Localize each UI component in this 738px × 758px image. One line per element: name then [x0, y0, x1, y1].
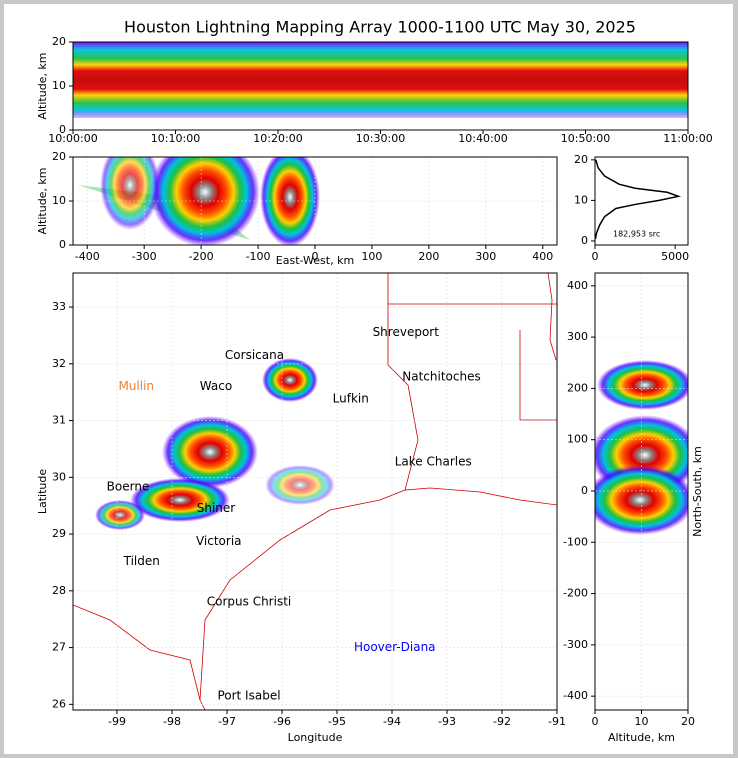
y-tick-label: 20 [52, 150, 66, 163]
x-tick-label: -94 [383, 715, 401, 728]
x-axis-label: East-West, km [276, 254, 354, 267]
x-axis-label: Altitude, km [608, 731, 675, 744]
x-tick-label: -300 [132, 250, 157, 263]
x-tick-label: 10:10:00 [151, 132, 200, 145]
y-tick-label: 10 [52, 79, 66, 92]
x-tick-label: 5000 [661, 250, 689, 263]
y-axis-label: North-South, km [691, 446, 704, 537]
x-tick-label: -200 [189, 250, 214, 263]
y-tick-label: 0 [581, 234, 588, 247]
y-tick-label: 0 [581, 484, 588, 497]
y-tick-label: 32 [52, 357, 66, 370]
y-tick-label: -300 [563, 638, 588, 651]
y-tick-label: 30 [52, 470, 66, 483]
y-tick-label: 31 [52, 414, 66, 427]
y-tick-label: 10 [574, 193, 588, 206]
place-label: Corpus Christi [207, 595, 292, 609]
x-tick-label: -96 [273, 715, 291, 728]
plot-frame [72, 156, 558, 246]
y-tick-label: -200 [563, 587, 588, 600]
x-tick-label: 0 [592, 715, 599, 728]
x-tick-label: -95 [328, 715, 346, 728]
y-tick-label: 26 [52, 697, 66, 710]
ew-density [78, 157, 320, 245]
y-tick-label: 10 [52, 194, 66, 207]
x-tick-label: 10 [635, 715, 649, 728]
place-label: Waco [200, 379, 232, 393]
plot-frame [72, 272, 558, 711]
x-tick-label: 400 [532, 250, 553, 263]
y-tick-label: 400 [567, 279, 588, 292]
y-tick-label: 28 [52, 584, 66, 597]
place-label: Mullin [118, 379, 154, 393]
y-tick-label: 200 [567, 381, 588, 394]
place-label: Boerne [107, 479, 150, 493]
x-tick-label: -93 [438, 715, 456, 728]
place-label: Victoria [196, 534, 242, 548]
place-label: Port Isabel [217, 688, 280, 702]
y-tick-label: 29 [52, 527, 66, 540]
place-label: Lake Charles [395, 454, 472, 468]
y-tick-label: 100 [567, 433, 588, 446]
y-tick-label: 0 [59, 238, 66, 251]
x-tick-label: 200 [418, 250, 439, 263]
x-tick-label: -98 [163, 715, 181, 728]
y-tick-label: 300 [567, 330, 588, 343]
time-density [73, 42, 688, 118]
y-tick-label: 20 [574, 153, 588, 166]
x-tick-label: -400 [75, 250, 100, 263]
y-tick-label: 27 [52, 641, 66, 654]
place-label: Natchitoches [402, 369, 480, 383]
y-axis-label: Altitude, km [36, 52, 49, 119]
y-axis-label: Latitude [36, 469, 49, 515]
place-label: Corsicana [225, 348, 284, 362]
y-tick-label: 0 [59, 123, 66, 136]
x-tick-label: -100 [246, 250, 271, 263]
x-tick-label: 300 [475, 250, 496, 263]
profile-line [594, 159, 682, 240]
place-label: Shiner [197, 501, 236, 515]
x-tick-label: 10:00:00 [48, 132, 97, 145]
chart-title: Houston Lightning Mapping Array 1000-110… [124, 18, 636, 37]
x-tick-label: 10:50:00 [561, 132, 610, 145]
x-tick-label: 20 [681, 715, 695, 728]
x-tick-label: 0 [592, 250, 599, 263]
y-tick-label: -400 [563, 689, 588, 702]
place-label: Shreveport [373, 325, 440, 339]
plot-frame [594, 156, 689, 246]
x-tick-label: 100 [361, 250, 382, 263]
y-tick-label: 20 [52, 35, 66, 48]
y-tick-label: 33 [52, 300, 66, 313]
map-layer [73, 273, 557, 710]
x-tick-label: -91 [548, 715, 566, 728]
x-tick-label: 10:30:00 [356, 132, 405, 145]
x-tick-label: 10:40:00 [458, 132, 507, 145]
x-tick-label: -99 [108, 715, 126, 728]
place-label: Tilden [123, 554, 160, 568]
place-label: Lufkin [333, 391, 369, 405]
x-tick-label: 11:00:00 [663, 132, 712, 145]
place-label: Hoover-Diana [354, 640, 436, 654]
x-tick-label: 10:20:00 [253, 132, 302, 145]
x-axis-label: Longitude [288, 731, 343, 744]
ns-density [595, 360, 688, 535]
source-count: 182,953 src [613, 230, 660, 239]
x-tick-label: -97 [218, 715, 236, 728]
y-axis-label: Altitude, km [36, 167, 49, 234]
x-tick-label: 0 [312, 250, 319, 263]
x-tick-label: -92 [493, 715, 511, 728]
y-tick-label: -100 [563, 535, 588, 548]
plot-frame [72, 41, 689, 131]
plot-frame [594, 272, 689, 711]
